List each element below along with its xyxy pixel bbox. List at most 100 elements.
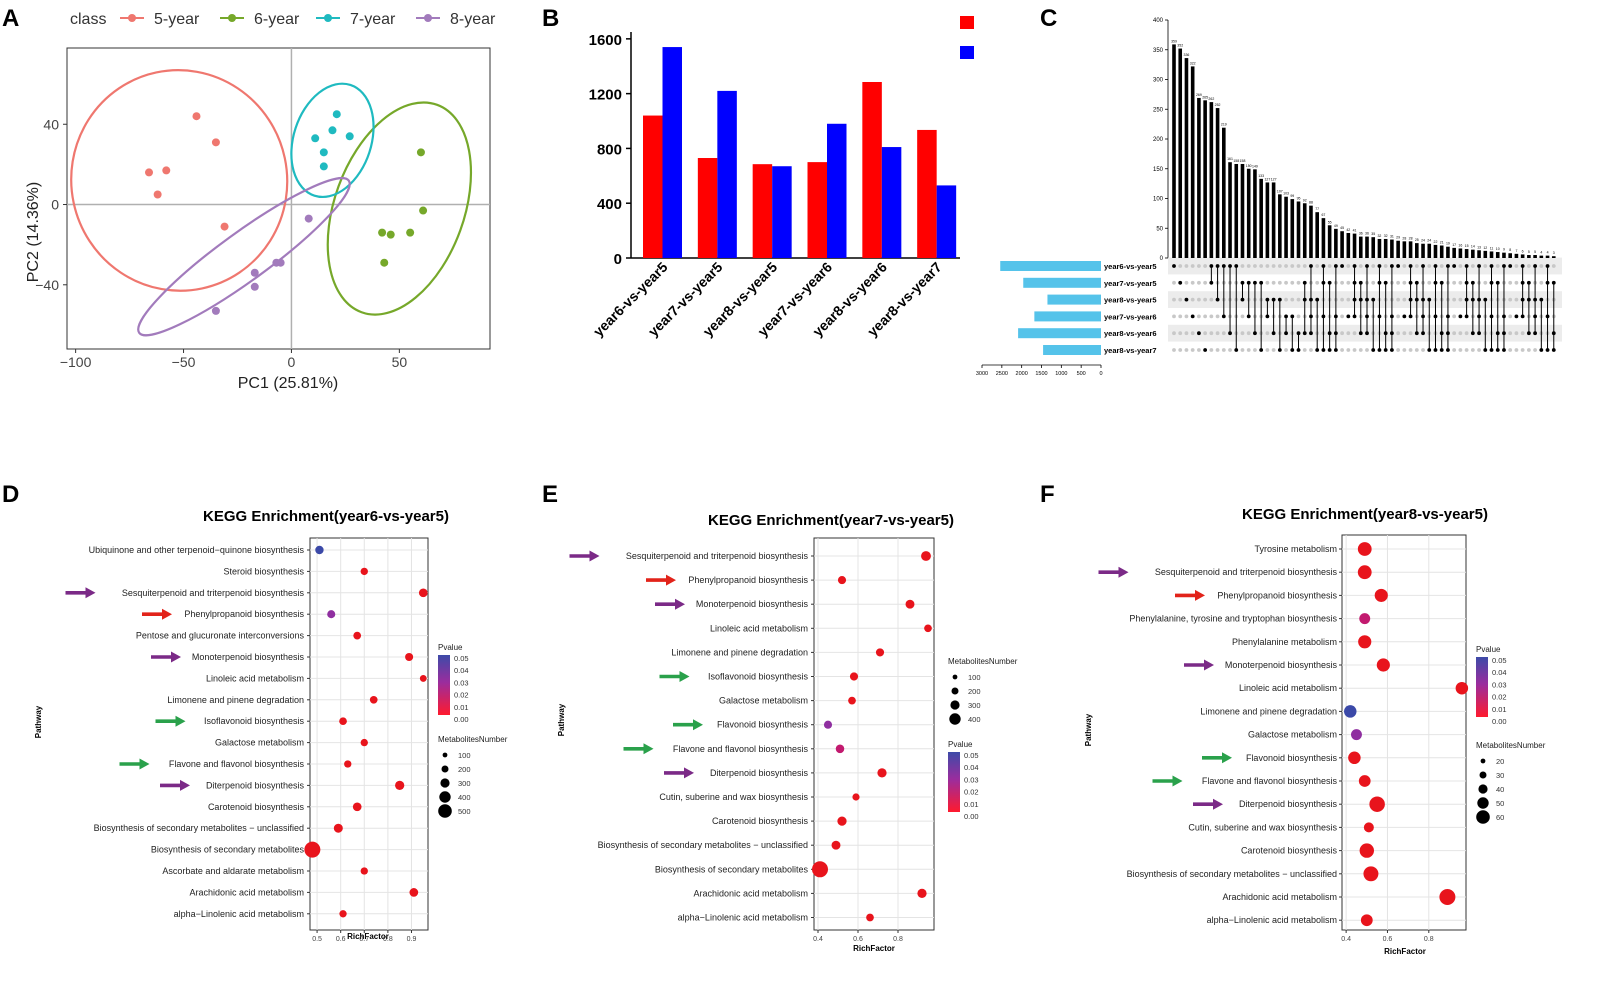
pca-point-7-year — [319, 148, 328, 157]
kegg-arrow-green — [673, 719, 703, 731]
upset-bar-label: 32 — [1377, 234, 1381, 238]
upset-dot-off — [1172, 314, 1176, 319]
upset-dot-off — [1427, 280, 1432, 285]
upset-bar-label: 133 — [1258, 174, 1264, 178]
upset-bar-label: 8 — [1509, 248, 1511, 252]
upset-dot-off — [1172, 280, 1176, 285]
kegg-bubble — [339, 717, 347, 726]
upset-plot: 0501001502002503003504003593523363222692… — [976, 18, 1562, 377]
kegg-arrow-purple — [569, 550, 600, 562]
upset-dot-off — [1371, 264, 1376, 268]
kegg-pathway-label: Flavone and flavonol biosynthesis — [1202, 776, 1338, 786]
upset-bar-label: 88 — [1309, 201, 1313, 205]
kegg-pathway-label: Diterpenoid biosynthesis — [1239, 799, 1338, 809]
kegg-pvalue-tick: 0.01 — [1492, 705, 1507, 714]
upset-set-bar — [1043, 345, 1101, 355]
kegg-bubble — [409, 888, 419, 897]
upset-y-tick-label: 0 — [1160, 256, 1164, 262]
upset-intersection-bar — [1284, 196, 1288, 258]
kegg-pvalue-tick: 0.05 — [1492, 656, 1507, 665]
upset-dot-on — [1340, 264, 1344, 268]
upset-dot-off — [1520, 348, 1525, 352]
upset-y-tick-label: 300 — [1153, 78, 1164, 84]
kegg-bubble — [848, 696, 856, 705]
upset-bar-label: 29 — [1396, 236, 1400, 240]
kegg-arrow-green — [623, 743, 654, 755]
upset-dot-off — [1508, 331, 1513, 336]
pca-point-8-year — [304, 214, 313, 223]
kegg-arrow-red — [646, 574, 676, 586]
upset-dot-off — [1514, 264, 1519, 268]
panel-letter-b: B — [542, 5, 559, 32]
kegg-pathway-label: Ascorbate and aldarate metabolism — [162, 866, 304, 876]
upset-intersection-bar — [1377, 238, 1382, 258]
pca-y-tick-label: 0 — [51, 197, 59, 213]
upset-dot-off — [1178, 297, 1183, 302]
upset-dot-off — [1340, 314, 1344, 319]
upset-intersection-bar — [1240, 163, 1245, 258]
upset-bar-label: 352 — [1177, 44, 1183, 48]
upset-dot-off — [1452, 331, 1457, 336]
pca-point-5-year — [145, 168, 154, 177]
kegg-pathway-label: Carotenoid biosynthesis — [208, 802, 305, 812]
pca-legend-dot — [128, 14, 136, 22]
bar-year7-vs-year5-1 — [717, 90, 737, 258]
kegg-bubble — [917, 888, 927, 899]
upset-dot-off — [1514, 297, 1519, 302]
upset-dot-off — [1203, 331, 1208, 336]
kegg-pathway-label: Carotenoid biosynthesis — [712, 816, 809, 826]
upset-dot-off — [1277, 264, 1282, 268]
kegg-size-dot — [950, 700, 960, 710]
upset-bar-label: 77 — [1315, 207, 1319, 211]
pca-legend-label: 7-year — [350, 11, 396, 28]
upset-dot-off — [1172, 297, 1176, 302]
upset-intersection-bar — [1278, 194, 1282, 258]
kegg-bubble — [1348, 751, 1361, 765]
kegg-bubble — [1369, 796, 1385, 812]
upset-intersection-bar — [1215, 108, 1220, 258]
upset-row-stripe — [1168, 291, 1562, 308]
kegg-pathway-label: alpha−Linolenic acid metabolism — [1207, 915, 1337, 925]
kegg-arrow-red — [142, 608, 172, 620]
upset-dot-on — [1508, 264, 1513, 268]
upset-row-stripe — [1168, 324, 1562, 342]
bar-year8-vs-year5-0 — [752, 164, 773, 258]
upset-dot-off — [1296, 264, 1301, 268]
kegg-size-title: MetabolitesNumber — [948, 657, 1018, 666]
upset-bar-label: 55 — [1328, 220, 1332, 224]
bar-year7-vs-year5-0 — [697, 158, 718, 258]
pca-ellipse-5-year — [70, 69, 289, 292]
kegg-pathway-label: Sesquiterpenoid and triterpenoid biosynt… — [626, 551, 809, 561]
kegg-bubble — [1376, 658, 1390, 672]
kegg-pathway-label: Linoleic acid metabolism — [710, 623, 808, 633]
upset-bar-label: 49 — [1334, 224, 1338, 228]
kegg-x-tick-label: 0.6 — [336, 936, 346, 943]
kegg-pathway-label: Flavonoid biosynthesis — [717, 720, 809, 730]
pca-point-8-year — [250, 282, 259, 291]
upset-intersection-bar — [1483, 250, 1488, 258]
upset-dot-off — [1240, 314, 1245, 319]
upset-intersection-bar — [1514, 253, 1519, 258]
bar-y-tick-label: 800 — [597, 141, 622, 158]
kegg-bubble — [1358, 775, 1371, 787]
kegg-bubble — [333, 823, 343, 833]
upset-dot-off — [1358, 348, 1363, 352]
pca-point-6-year — [419, 206, 428, 215]
kegg-panel — [1341, 534, 1467, 931]
upset-dot-off — [1508, 348, 1513, 352]
bar-year8-vs-year6-0 — [862, 81, 882, 258]
upset-dot-off — [1265, 264, 1270, 268]
upset-row-stripe — [1168, 257, 1562, 275]
upset-intersection-bar — [1327, 225, 1332, 258]
upset-bar-label: 9 — [1503, 248, 1505, 252]
upset-dot-off — [1197, 280, 1201, 285]
bar-y-tick-label: 1200 — [589, 87, 622, 104]
upset-bar-label: 36 — [1359, 232, 1363, 236]
upset-dot-on — [1402, 314, 1407, 319]
upset-intersection-bar — [1246, 168, 1251, 258]
upset-intersection-bar — [1265, 182, 1270, 258]
kegg-arrow-purple — [65, 587, 96, 599]
kegg-bubble — [875, 648, 885, 657]
kegg-size-label: 400 — [458, 793, 471, 802]
kegg-x-tick-label: 0.4 — [1341, 936, 1351, 943]
